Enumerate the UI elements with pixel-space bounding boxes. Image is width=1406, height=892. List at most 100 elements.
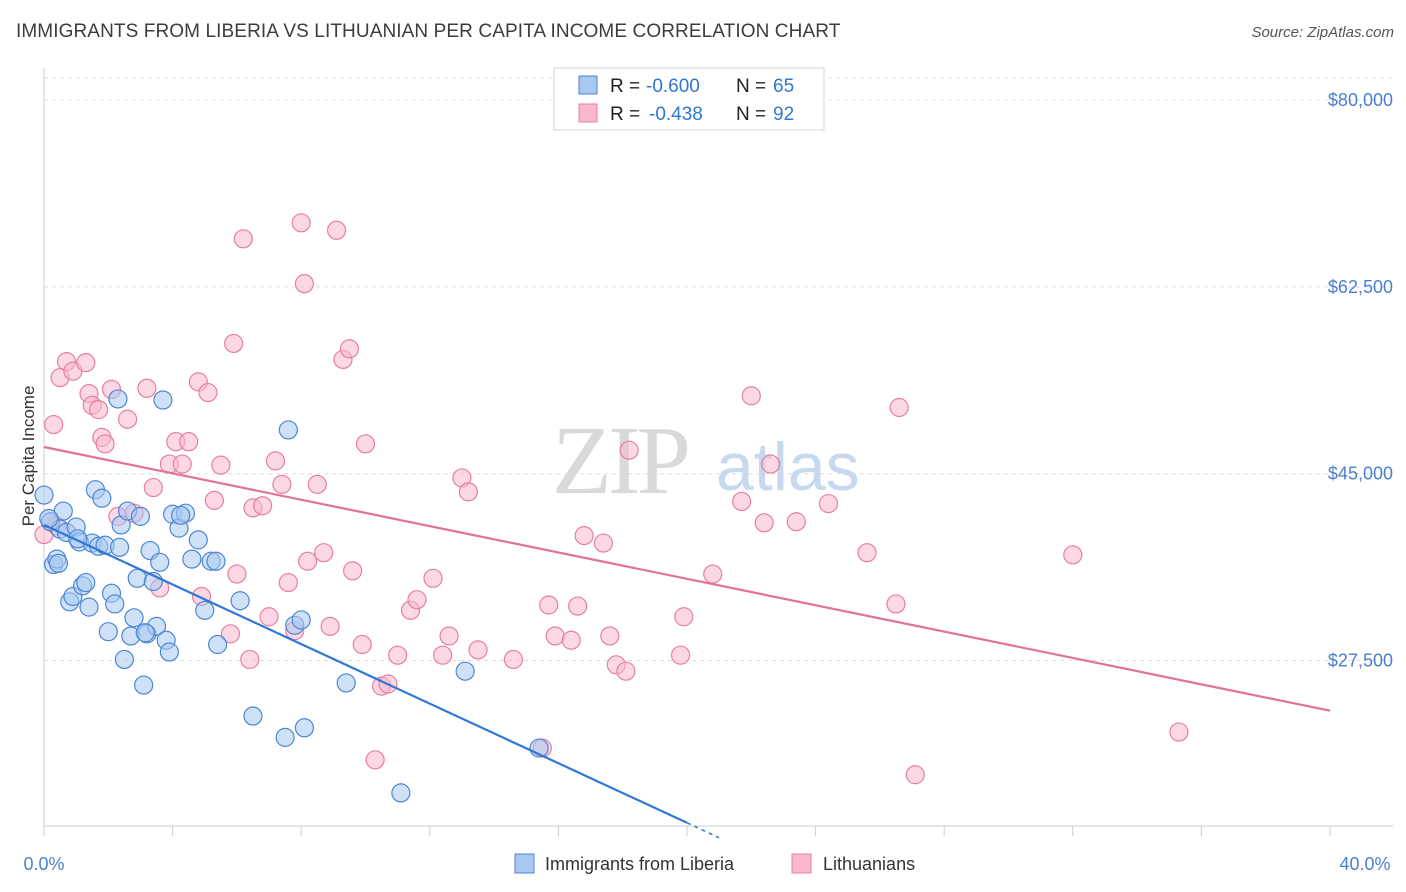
liberia-point xyxy=(336,673,356,693)
lithuanians-point xyxy=(674,607,694,627)
lithuanians-point xyxy=(568,596,588,616)
lithuanians-point xyxy=(339,339,360,359)
lithuanians-point xyxy=(204,490,224,510)
lithuanians-point xyxy=(545,626,565,646)
lithuanians-trend-line xyxy=(43,445,1331,712)
liberia-trend-extension xyxy=(686,822,720,839)
lithuanians-point xyxy=(458,482,478,502)
stats-legend: R = -0.600 N = 65 R = -0.438 N = 92 xyxy=(553,67,825,131)
lithuanians-point xyxy=(95,434,115,454)
series-legend: Immigrants from Liberia Lithuanians xyxy=(514,853,915,874)
lithuanians-points xyxy=(34,213,1189,785)
lithuanians-point xyxy=(298,551,318,571)
lithuanians-point xyxy=(388,645,408,665)
lithuanians-point xyxy=(220,624,241,644)
legend-label-liberia: Immigrants from Liberia xyxy=(545,854,735,874)
stats-legend-frame xyxy=(553,67,825,131)
liberia-point xyxy=(171,505,191,525)
liberia-point xyxy=(98,622,118,642)
liberia-point xyxy=(455,661,475,681)
lithuanians-point xyxy=(886,594,906,614)
lithuanians-point xyxy=(355,434,376,454)
liberia-point xyxy=(109,537,130,557)
lithuanians-point xyxy=(137,378,157,398)
lithuanians-point xyxy=(1063,545,1083,565)
liberia-point xyxy=(108,389,128,409)
lithuanians-point xyxy=(365,750,385,770)
lithuanians-point xyxy=(143,477,163,498)
liberia-point xyxy=(92,488,112,508)
lithuanians-point xyxy=(76,353,96,373)
liberia-trend-line xyxy=(43,523,688,824)
liberia-point xyxy=(182,549,202,569)
lithuanians-point xyxy=(670,645,691,665)
lithuanians-point xyxy=(423,568,443,588)
lithuanians-point xyxy=(253,496,273,516)
y-axis-title: Per Capita Income xyxy=(19,386,38,527)
lithuanians-point xyxy=(1169,722,1189,742)
liberia-point xyxy=(208,634,228,655)
liberia-point xyxy=(188,530,208,550)
lithuanians-point xyxy=(307,474,327,494)
lithuanians-point xyxy=(905,765,925,785)
lithuanians-point xyxy=(574,526,594,546)
lithuanians-point xyxy=(593,533,614,553)
liberia-points xyxy=(34,389,549,803)
lithuanians-point xyxy=(272,474,292,494)
stats-n-value-liberia: 65 xyxy=(773,76,794,97)
lithuanians-point xyxy=(233,229,253,249)
liberia-point xyxy=(195,600,215,620)
lithuanians-point xyxy=(343,561,363,581)
stats-n-value-lithuanians: 92 xyxy=(773,104,794,125)
lithuanians-point xyxy=(227,564,247,584)
liberia-point xyxy=(230,591,250,611)
lithuanians-point xyxy=(294,274,315,294)
legend-label-lithuanians: Lithuanians xyxy=(823,854,915,874)
stats-legend-swatch-liberia xyxy=(578,75,598,95)
lithuanians-point xyxy=(818,493,839,514)
lithuanians-point xyxy=(224,333,244,354)
lithuanians-point xyxy=(786,512,806,532)
liberia-point xyxy=(206,551,226,571)
lithuanians-point xyxy=(352,634,372,655)
stats-n-label-lithuanians: N = xyxy=(736,104,766,125)
stats-r-label-lithuanians: R = xyxy=(610,104,640,125)
lithuanians-point xyxy=(172,454,192,474)
liberia-point xyxy=(76,572,96,593)
lithuanians-point xyxy=(503,649,523,670)
lithuanians-point xyxy=(265,451,286,471)
liberia-point xyxy=(153,390,173,410)
liberia-point xyxy=(114,649,134,670)
lithuanians-point xyxy=(291,213,311,233)
liberia-point xyxy=(294,718,315,738)
lithuanians-point xyxy=(179,432,199,452)
watermark-zip: ZIP xyxy=(552,407,687,515)
lithuanians-point xyxy=(760,454,781,474)
lithuanians-point xyxy=(117,409,138,429)
lithuanians-point xyxy=(703,564,723,584)
lithuanians-point xyxy=(439,626,459,646)
lithuanians-point xyxy=(539,595,559,615)
lithuanians-point xyxy=(600,626,620,646)
liberia-point xyxy=(39,508,59,529)
stats-r-value-liberia: -0.600 xyxy=(646,76,700,97)
liberia-point xyxy=(34,485,54,505)
y-tick-label: $80,000 xyxy=(1328,90,1393,110)
lithuanians-point xyxy=(211,455,231,475)
lithuanians-point xyxy=(433,645,453,665)
liberia-point xyxy=(130,506,151,526)
stats-r-label-liberia: R = xyxy=(610,76,640,97)
lithuanians-point xyxy=(198,382,218,403)
liberia-point xyxy=(275,727,295,747)
legend-swatch-liberia xyxy=(514,853,535,874)
lithuanians-point xyxy=(278,572,298,593)
liberia-point xyxy=(391,783,411,803)
liberia-point xyxy=(159,642,179,662)
lithuanians-point xyxy=(259,607,279,627)
lithuanians-point xyxy=(89,400,109,420)
lithuanians-point xyxy=(240,649,260,670)
liberia-point xyxy=(79,597,99,617)
lithuanians-point xyxy=(314,543,334,563)
lithuanians-point xyxy=(616,661,636,681)
